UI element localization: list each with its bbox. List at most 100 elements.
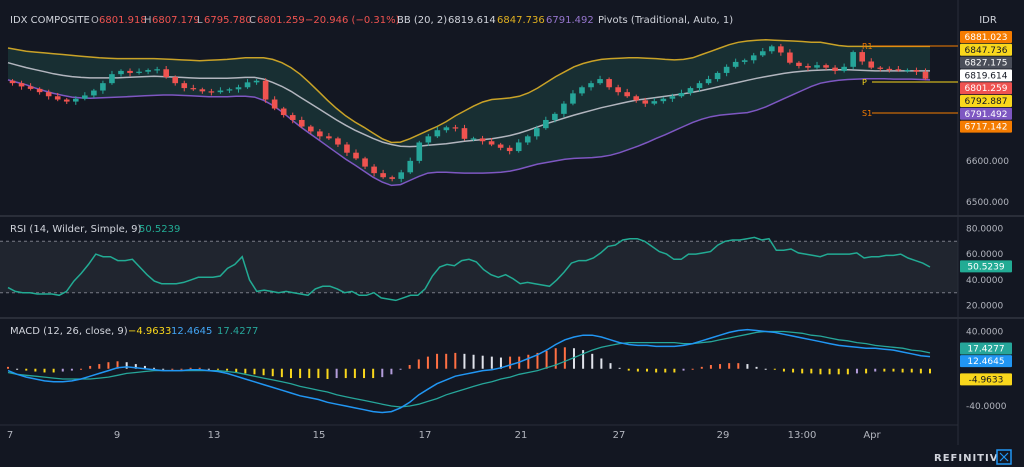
macd-title[interactable]: MACD (12, 26, close, 9) (10, 326, 128, 337)
macd-hist-bar (746, 364, 749, 369)
macd-tick-label: 40.0000 (966, 327, 1003, 337)
macd-hist-bar (52, 368, 55, 373)
candle (82, 92, 88, 101)
currency-label: IDR (979, 15, 997, 26)
candle (642, 97, 649, 107)
macd-hist-bar (7, 366, 9, 369)
bb-indicator-label[interactable]: BB (20, 2) (397, 15, 447, 26)
candle (533, 125, 540, 140)
macd-hist-bar (846, 368, 849, 375)
svg-text:6827.175: 6827.175 (965, 59, 1008, 69)
candle (904, 68, 911, 73)
candle (624, 88, 630, 98)
macd-hist-bar (207, 368, 210, 370)
symbol-name[interactable]: IDX COMPOSITE (10, 15, 90, 26)
candles (9, 43, 929, 183)
candle (832, 65, 838, 75)
candle (181, 80, 188, 92)
candle (407, 157, 414, 174)
candle (750, 52, 757, 64)
price-axis[interactable]: 6600.000 6500.000 80.0000 60.0000 40.0000 20.… (960, 31, 1012, 412)
time-tick-label: 13 (208, 430, 221, 441)
macd-hist-bar (627, 368, 630, 371)
candle (913, 67, 920, 75)
svg-text:6819.614: 6819.614 (965, 71, 1008, 81)
candle (868, 58, 875, 70)
macd-hist-bar (107, 362, 110, 369)
pivots-indicator-label[interactable]: Pivots (Traditional, Auto, 1) (598, 15, 733, 26)
macd-hist-bar (700, 366, 703, 369)
pivot-lines: R1 P S1 (862, 42, 958, 118)
candle (850, 50, 856, 70)
svg-text:6801.259: 6801.259 (965, 84, 1008, 94)
svg-text:6792.887: 6792.887 (965, 97, 1008, 107)
candle (823, 63, 829, 71)
close-key: C (249, 15, 256, 26)
candle (922, 68, 929, 81)
macd-hist-bar (317, 368, 320, 379)
candle (362, 156, 368, 170)
bb-lower-value: 6791.492 (546, 15, 594, 26)
candle (45, 89, 52, 100)
macd-hist-bar (381, 368, 384, 378)
time-tick-label: 13:00 (788, 430, 817, 441)
price-tick-label: 6500.000 (966, 198, 1009, 208)
macd-hist-bar (216, 368, 219, 370)
macd-hist-bar (16, 368, 19, 370)
macd-hist-bar (335, 368, 338, 379)
rsi-tick-label: 20.0000 (966, 302, 1003, 312)
rsi-title[interactable]: RSI (14, Wilder, Simple, 9) (10, 224, 141, 235)
macd-hist-bar (919, 368, 922, 374)
bb-mid-line (7, 61, 930, 148)
macd-hist-bar (655, 368, 658, 373)
candle (570, 90, 576, 106)
macd-hist-bar (536, 352, 539, 369)
candle (805, 63, 811, 71)
macd-hist-bar (828, 368, 831, 375)
candle (271, 96, 278, 111)
candle (145, 68, 151, 75)
candle (705, 75, 712, 85)
candle (289, 112, 296, 124)
candle (18, 80, 25, 90)
svg-text:6717.142: 6717.142 (965, 123, 1008, 133)
macd-hist-bar (782, 368, 785, 372)
candle (208, 88, 215, 96)
macd-hist-bar (436, 353, 439, 369)
macd-hist-bar (618, 367, 621, 369)
time-tick-label: Apr (863, 430, 881, 441)
candle (895, 65, 902, 72)
candle (262, 78, 269, 103)
currency-badge[interactable] (963, 11, 1013, 27)
macd-hist-bar (883, 368, 886, 372)
candle (696, 80, 703, 92)
macd-hist-bar (509, 356, 512, 369)
candle (199, 87, 206, 94)
time-axis[interactable]: 7 9 13 15 17 21 27 29 13:00 Apr (7, 430, 882, 441)
macd-hist-bar (664, 368, 667, 373)
macd-hist-bar (280, 368, 283, 378)
candle (787, 49, 793, 65)
close-value: 6801.259 (257, 15, 305, 26)
rsi-plot (0, 236, 958, 302)
macd-hist-bar (399, 368, 402, 370)
candle (488, 137, 495, 147)
macd-hist-bar (189, 367, 192, 369)
macd-hist-bar (162, 368, 165, 370)
open-key: O (91, 15, 99, 26)
macd-hist-bar (89, 365, 92, 369)
price-tag: 6792.887 (960, 95, 1012, 107)
macd-hist-bar (673, 368, 676, 373)
candle (389, 175, 395, 182)
macd-signal-value: 17.4277 (217, 326, 258, 337)
open-value: 6801.918 (99, 15, 147, 26)
time-tick-label: 29 (717, 430, 730, 441)
time-tick-label: 27 (613, 430, 626, 441)
candle (452, 124, 459, 132)
macd-hist-bar (737, 363, 740, 369)
candle (344, 142, 350, 156)
macd-hist-bar (171, 368, 174, 370)
macd-hist-bar (499, 357, 502, 369)
change-value: −20.946 (−0.31%) (305, 15, 400, 26)
